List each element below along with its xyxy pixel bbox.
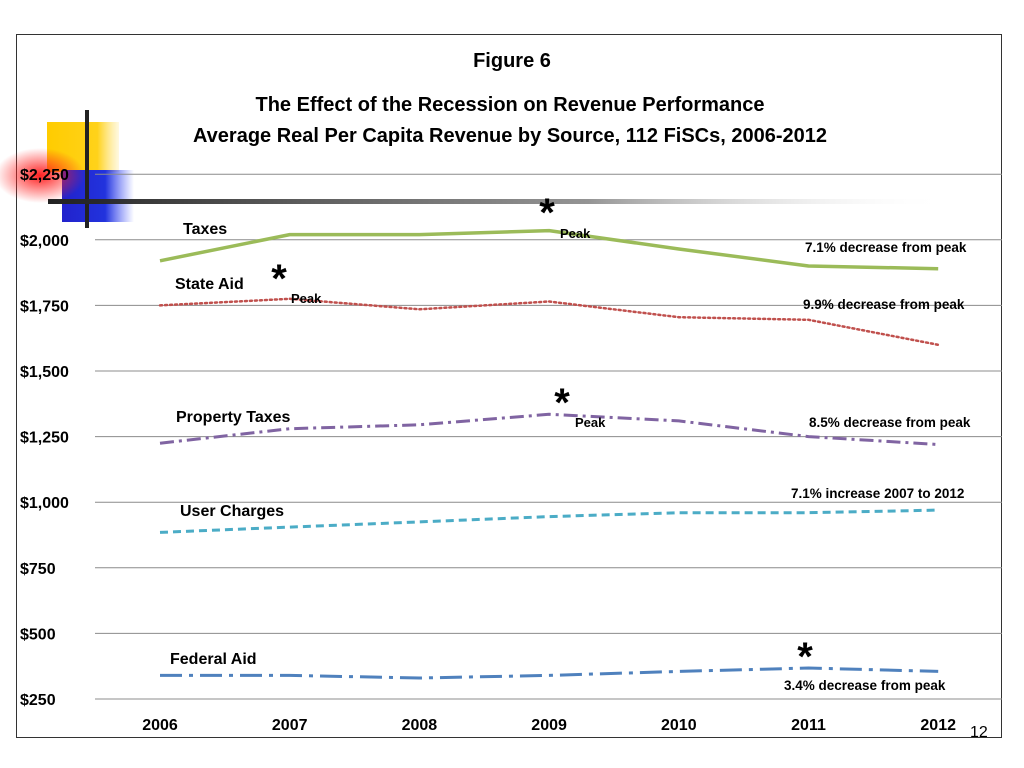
- x-tick-label: 2010: [661, 717, 697, 734]
- series-line-taxes: [159, 228, 939, 271]
- series-line-state-aid: [158, 297, 940, 347]
- peak-asterisk: *: [797, 635, 813, 679]
- y-tick-label: $1,750: [20, 298, 69, 315]
- y-tick-label: $1,500: [20, 364, 69, 381]
- series-annotation-taxes: 7.1% decrease from peak: [805, 240, 967, 255]
- peak-label: Peak: [291, 291, 322, 306]
- peak-asterisk: *: [271, 257, 287, 301]
- peak-label: Peak: [575, 415, 606, 430]
- y-tick-label: $2,250: [20, 167, 69, 184]
- x-tick-label: 2011: [791, 717, 826, 734]
- y-tick-label: $1,000: [20, 495, 69, 512]
- series-annotation-federal-aid: 3.4% decrease from peak: [784, 678, 946, 693]
- peak-label: Peak: [560, 226, 591, 241]
- y-tick-label: $1,250: [20, 430, 69, 447]
- x-tick-label: 2006: [142, 717, 178, 734]
- series-line-property-taxes: [159, 412, 939, 446]
- chart-frame: [16, 34, 1002, 738]
- peak-asterisk: *: [554, 381, 570, 425]
- series-label-federal-aid: Federal Aid: [170, 651, 257, 668]
- chart-subtitle: Average Real Per Capita Revenue by Sourc…: [192, 125, 828, 147]
- figure-label: Figure 6: [473, 50, 551, 72]
- y-tick-label: $500: [20, 626, 56, 643]
- series-line-federal-aid: [160, 666, 939, 680]
- series-annotation-user-charges: 7.1% increase 2007 to 2012: [791, 486, 964, 501]
- x-tick-label: 2009: [531, 717, 567, 734]
- chart-title: The Effect of the Recession on Revenue P…: [255, 94, 765, 116]
- series-label-user-charges: User Charges: [180, 503, 284, 520]
- x-tick-label: 2008: [402, 717, 438, 734]
- x-tick-label: 2012: [920, 717, 956, 734]
- series-label-state-aid: State Aid: [175, 276, 244, 293]
- page-number: 12: [970, 724, 988, 741]
- series-annotation-state-aid: 9.9% decrease from peak: [803, 297, 965, 312]
- series-annotation-property-taxes: 8.5% decrease from peak: [809, 415, 971, 430]
- x-tick-label: 2007: [272, 717, 308, 734]
- series-label-property-taxes: Property Taxes: [176, 409, 291, 426]
- series-label-taxes: Taxes: [183, 221, 227, 238]
- y-tick-label: $2,000: [20, 233, 69, 250]
- decorative-logo: [0, 110, 948, 228]
- peak-asterisk: *: [539, 191, 555, 235]
- y-tick-label: $250: [20, 692, 56, 709]
- y-tick-label: $750: [20, 561, 56, 578]
